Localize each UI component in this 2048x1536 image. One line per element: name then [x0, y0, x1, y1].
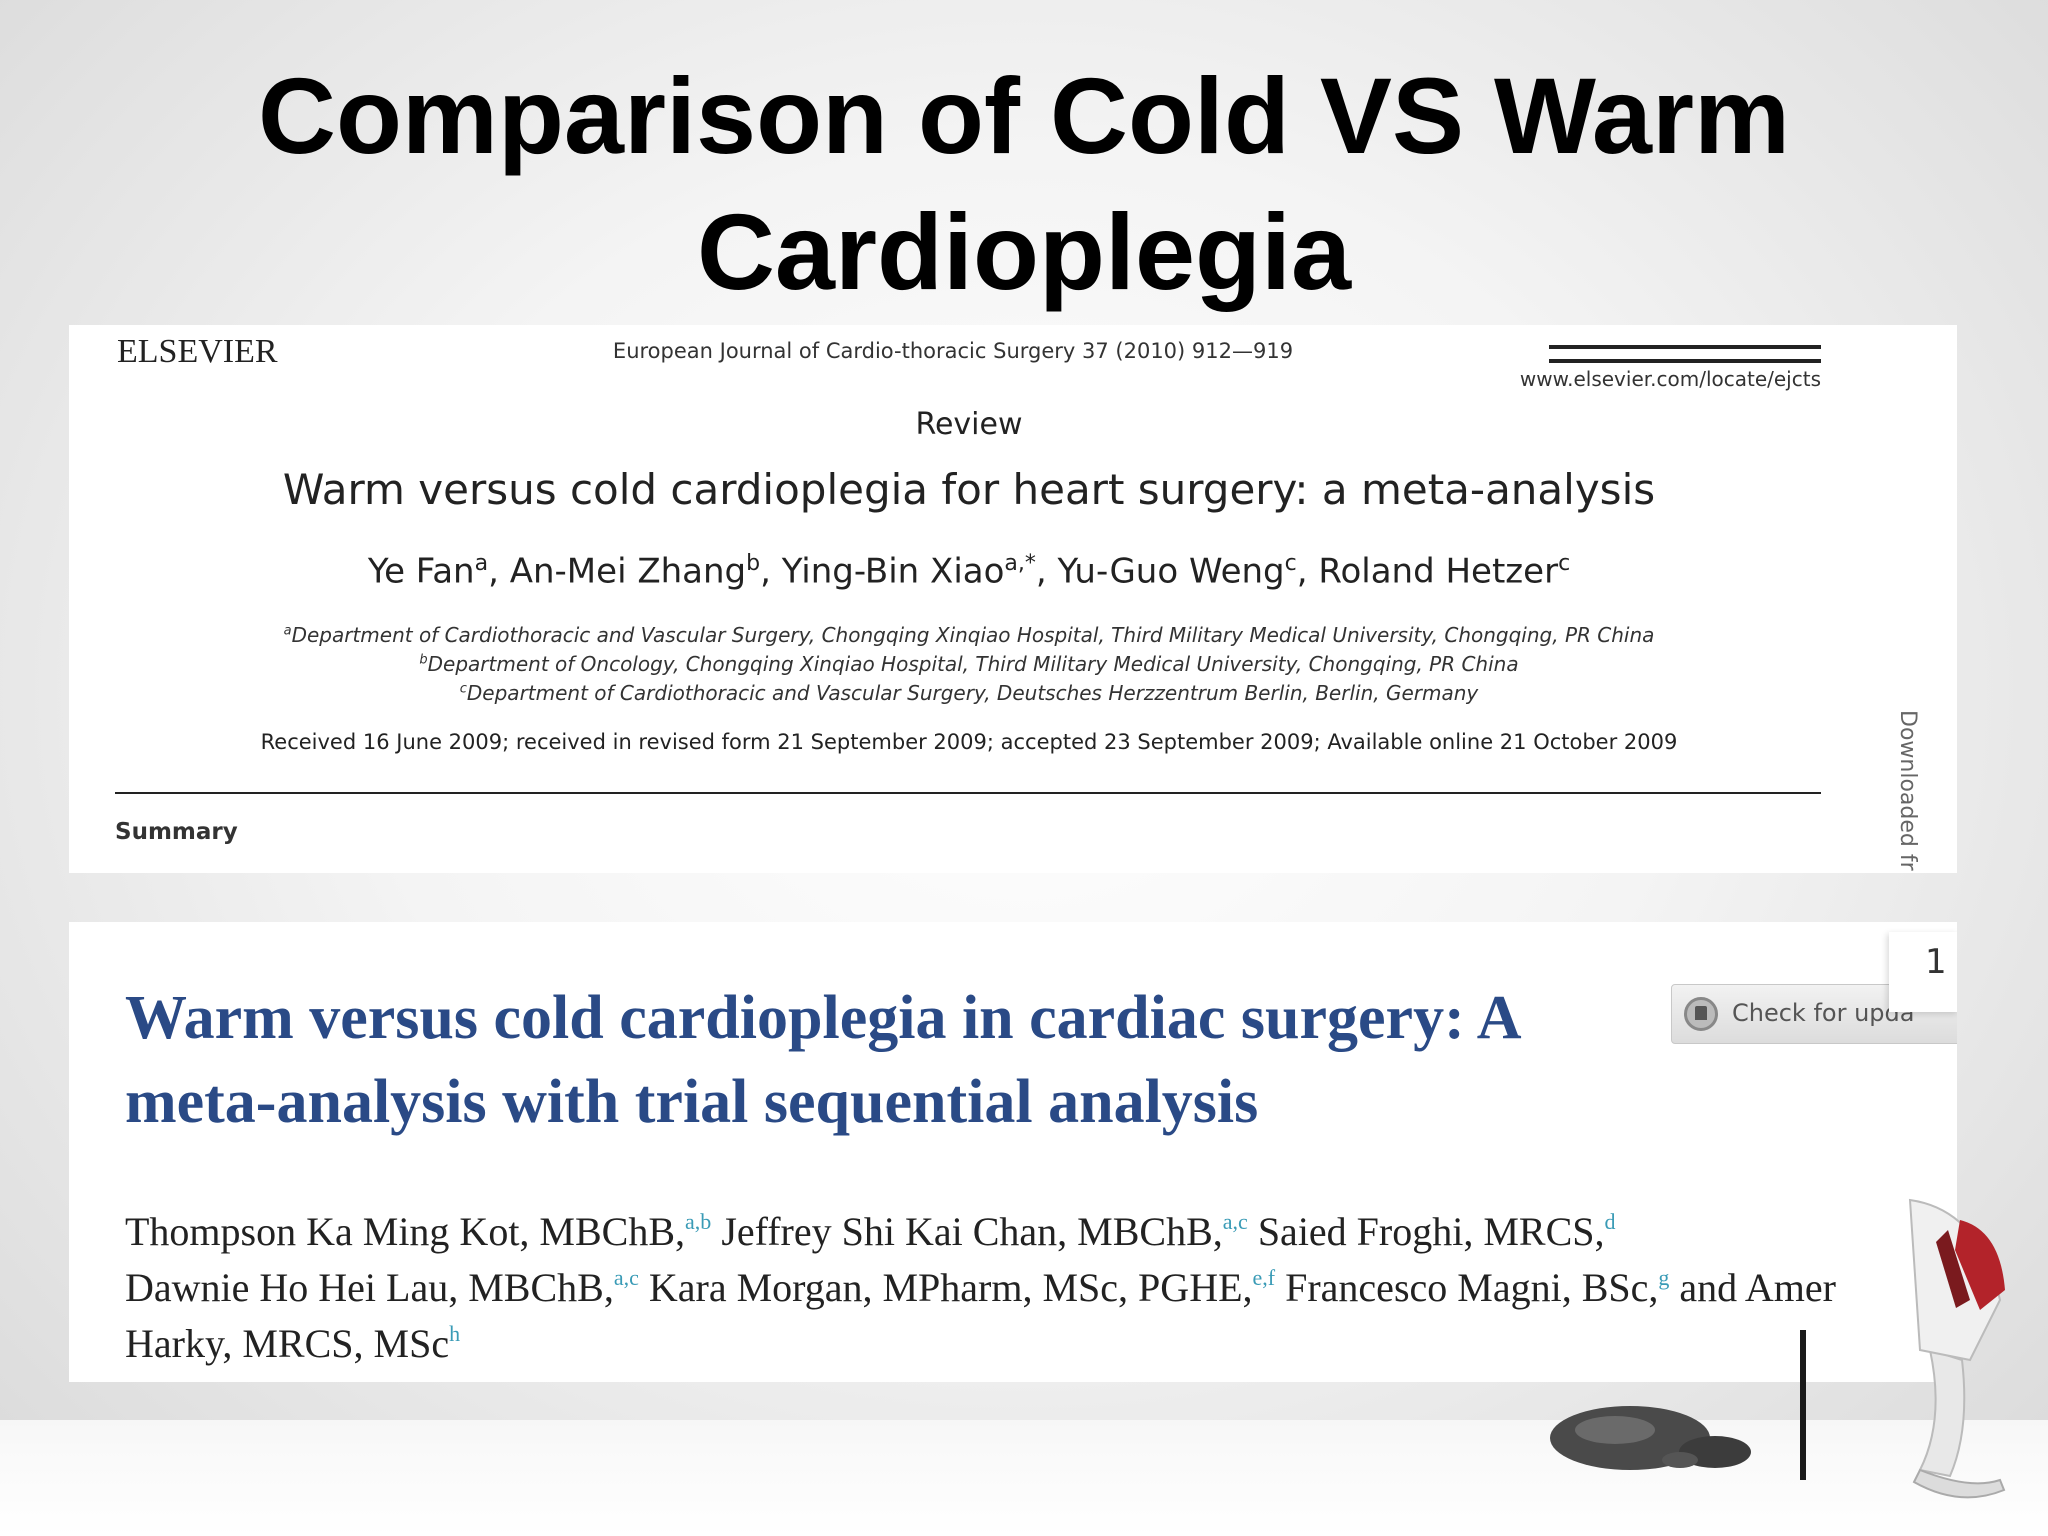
backpack: [1955, 1220, 2005, 1310]
slide-title-line-1: Comparison of Cold VS Warm: [257, 55, 1791, 176]
article-type: Review: [915, 407, 1023, 442]
article-dates: Received 16 June 2009; received in revis…: [260, 730, 1678, 754]
affiliation-text: Department of Cardiothoracic and Vascula…: [466, 681, 1479, 705]
paper2-title: Warm versus cold cardioplegia in cardiac…: [125, 984, 1519, 1136]
author-sup: d: [1604, 1209, 1616, 1234]
section-rule: [115, 792, 1821, 794]
author-name: Thompson Ka Ming Kot, MBChB,: [125, 1209, 686, 1254]
affiliation-c: cDepartment of Cardiothoracic and Vascul…: [69, 681, 1869, 705]
affiliation-a: aDepartment of Cardiothoracic and Vascul…: [69, 623, 1869, 647]
rock-highlight: [1575, 1416, 1655, 1444]
author-name: and Amer Harky, MRCS, MSc: [125, 1265, 1836, 1366]
paper1-authors: Ye Fana, An-Mei Zhangb, Ying-Bin Xiaoa,*…: [367, 551, 1571, 592]
author-sup: g: [1658, 1265, 1670, 1290]
author-sup: a,b: [685, 1209, 712, 1234]
author-sup: c: [1284, 551, 1297, 576]
backpack-shadow: [1936, 1230, 1970, 1308]
author-name: An-Mei Zhang: [509, 551, 747, 592]
affiliation-b: bDepartment of Oncology, Chongqing Xinqi…: [69, 652, 1869, 676]
paper1-screenshot: ELSEVIER European Journal of Cardio-thor…: [69, 325, 1957, 873]
rock-pebble: [1662, 1452, 1698, 1468]
download-side-label: Downloaded fr: [1895, 710, 1920, 871]
summary-heading: Summary: [115, 819, 238, 845]
walking-stick: [1800, 1330, 1806, 1480]
author-sup: a,c: [1222, 1209, 1248, 1234]
author-name: Ying-Bin Xiao: [781, 551, 1005, 592]
author-sup: b: [746, 551, 761, 576]
bookmark-icon: [1684, 997, 1718, 1031]
affiliation-sup: b: [419, 652, 428, 668]
check-for-updates-label: Check for upda: [1732, 999, 1915, 1027]
figure-foot: [1912, 1468, 2006, 1499]
page-number: 1: [1925, 942, 1947, 982]
publisher-logo: ELSEVIER: [117, 333, 278, 370]
slide-title: Comparison of Cold VS Warm Cardioplegia: [0, 48, 2048, 320]
slide-title-line-2: Cardioplegia: [696, 191, 1352, 312]
page-corner-tab: [1889, 932, 1957, 1012]
author-sup: a: [474, 551, 489, 576]
author-sup: a,c: [613, 1265, 639, 1290]
author-name: Jeffrey Shi Kai Chan, MBChB,: [721, 1209, 1223, 1254]
figure-leg: [1918, 1348, 1966, 1478]
download-side-text: Downloaded fr: [1895, 710, 1921, 873]
author-sup: e,f: [1252, 1265, 1276, 1290]
author-name: Roland Hetzer: [1318, 551, 1559, 592]
journal-citation: European Journal of Cardio-thoracic Surg…: [612, 339, 1294, 363]
affiliation-sup: a: [283, 623, 292, 639]
author-name: Dawnie Ho Hei Lau, MBChB,: [125, 1265, 614, 1310]
author-sup: c: [1558, 551, 1571, 576]
author-sup: a,*: [1004, 551, 1036, 576]
paper2-screenshot: Warm versus cold cardioplegia in cardiac…: [69, 922, 1957, 1382]
affiliation-sup: c: [459, 681, 467, 697]
author-name: Saied Froghi, MRCS,: [1257, 1209, 1605, 1254]
paper2-authors: Thompson Ka Ming Kot, MBChB,a,b Jeffrey …: [125, 1204, 1885, 1372]
hiker-illustration: [1550, 1198, 2006, 1499]
paper1-title: Warm versus cold cardioplegia for heart …: [282, 465, 1656, 514]
author-name: Kara Morgan, MPharm, MSc, PGHE,: [648, 1265, 1253, 1310]
header-double-rule: [1549, 345, 1821, 363]
author-name: Ye Fan: [367, 551, 475, 592]
author-sup: h: [449, 1321, 461, 1346]
author-name: Yu-Guo Weng: [1057, 551, 1285, 592]
journal-url: www.elsevier.com/locate/ejcts: [1519, 367, 1821, 391]
affiliation-text: Department of Cardiothoracic and Vascula…: [291, 623, 1655, 647]
affiliation-text: Department of Oncology, Chongqing Xinqia…: [427, 652, 1519, 676]
author-name: Francesco Magni, BSc,: [1285, 1265, 1659, 1310]
